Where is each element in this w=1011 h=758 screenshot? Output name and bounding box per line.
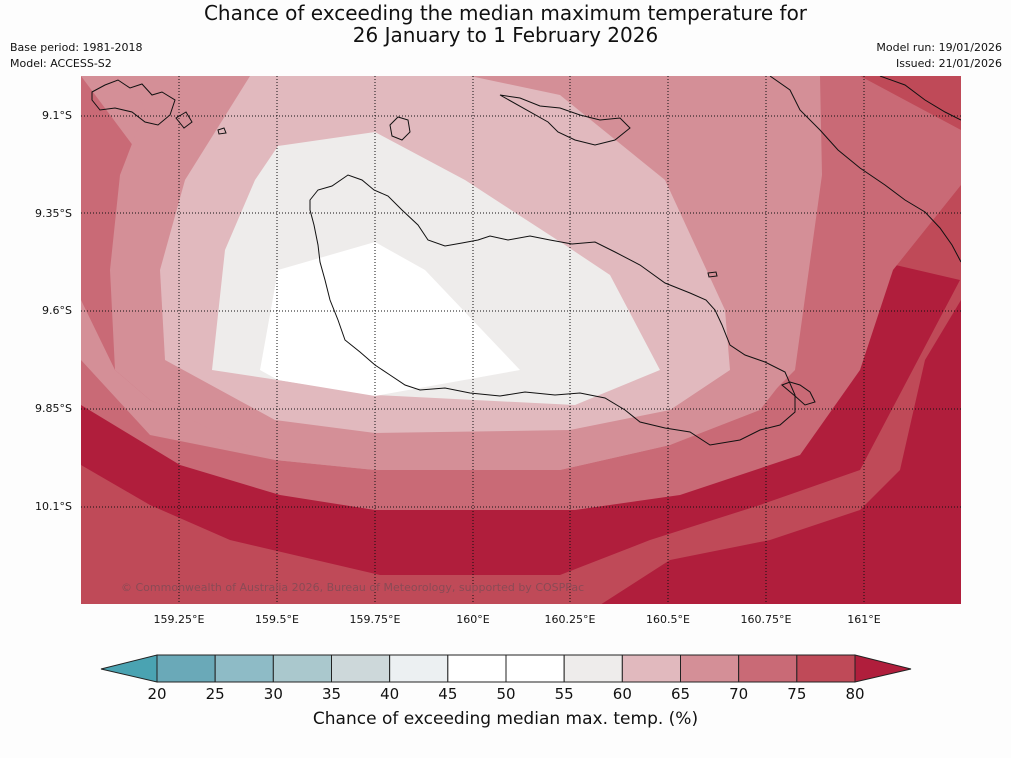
contour-fills — [81, 76, 961, 604]
colorbar-tick-75: 75 — [787, 685, 807, 703]
lon-label: 160°E — [456, 613, 490, 626]
colorbar-over-arrow — [854, 654, 912, 683]
colorbar-tick-50: 50 — [496, 685, 516, 703]
lon-label: 159.5°E — [255, 613, 299, 626]
lon-label: 161°E — [847, 613, 881, 626]
far-northeast-coast — [879, 76, 961, 121]
lat-label: 9.1°S — [42, 109, 72, 122]
colorbar-bin-50-55 — [505, 654, 565, 683]
gridlines — [81, 76, 961, 604]
colorbar-tick-55: 55 — [554, 685, 574, 703]
islet-north — [389, 116, 411, 141]
lon-label: 159.75°E — [349, 613, 401, 626]
colorbar-tick-30: 30 — [263, 685, 283, 703]
colorbar-bin-40-45 — [389, 654, 449, 683]
issued-text: Issued: 21/01/2026 — [895, 57, 1002, 70]
colorbar-title: Chance of exceeding median max. temp. (%… — [312, 709, 699, 729]
lon-label: 160.25°E — [544, 613, 596, 626]
model-text: Model: ACCESS-S2 — [10, 57, 112, 70]
colorbar-tick-80: 80 — [845, 685, 865, 703]
lat-label: 9.35°S — [35, 207, 72, 220]
colorbar-tick-25: 25 — [205, 685, 225, 703]
northern-islands — [499, 94, 631, 146]
credit-text: © Commonwealth of Australia 2026, Bureau… — [121, 581, 585, 594]
lon-label: 160.5°E — [646, 613, 690, 626]
chart-title-line1: Chance of exceeding the median maximum t… — [203, 1, 808, 25]
colorbar-tick-35: 35 — [321, 685, 342, 703]
colorbar-tick-20: 20 — [147, 685, 167, 703]
colorbar-bin-60-65 — [621, 654, 681, 683]
colorbar-bin-65-70 — [680, 654, 740, 683]
colorbar-tick-70: 70 — [729, 685, 749, 703]
colorbar-tick-65: 65 — [670, 685, 691, 703]
colorbar-bin-25-30 — [214, 654, 274, 683]
colorbar-bin-55-60 — [563, 654, 623, 683]
lon-label: 160.75°E — [740, 613, 792, 626]
lat-label: 10.1°S — [35, 500, 72, 513]
colorbar-bin-35-40 — [331, 654, 391, 683]
lat-label: 9.6°S — [42, 304, 72, 317]
northwest-islands — [91, 79, 227, 135]
colorbar-bin-75-80 — [796, 654, 856, 683]
colorbar-tick-60: 60 — [612, 685, 632, 703]
colorbar-under-arrow — [100, 654, 158, 683]
chart-title-line2: 26 January to 1 February 2026 — [352, 23, 659, 47]
colorbar — [100, 654, 912, 683]
lon-label: 159.25°E — [153, 613, 205, 626]
colorbar-bin-30-35 — [272, 654, 333, 683]
meta-right: Model run: 19/01/2026 Issued: 21/01/2026 — [876, 40, 1002, 72]
northeast-coast — [769, 76, 961, 263]
islet-east — [707, 271, 718, 278]
meta-left: Base period: 1981-2018 Model: ACCESS-S2 — [10, 40, 142, 72]
colorbar-bin-70-75 — [738, 654, 798, 683]
colorbar-tick-45: 45 — [438, 685, 458, 703]
base-period-text: Base period: 1981-2018 — [10, 41, 143, 54]
colorbar-bin-20-25 — [156, 654, 216, 683]
model-run-text: Model run: 19/01/2026 — [876, 41, 1002, 54]
islet-southeast — [781, 381, 816, 406]
colorbar-bin-45-50 — [447, 654, 507, 683]
colorbar-tick-40: 40 — [380, 685, 400, 703]
lat-label: 9.85°S — [35, 402, 72, 415]
